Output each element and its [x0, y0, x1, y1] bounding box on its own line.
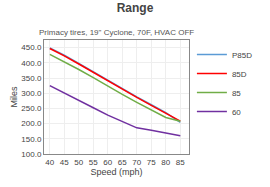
- svg-text:Speed (mph): Speed (mph): [90, 167, 142, 177]
- svg-text:85D: 85D: [232, 70, 247, 79]
- svg-text:85: 85: [232, 89, 241, 98]
- svg-text:450.0: 450.0: [21, 43, 42, 52]
- svg-text:40: 40: [45, 158, 54, 167]
- svg-text:P85D: P85D: [232, 51, 252, 60]
- svg-text:350.0: 350.0: [21, 74, 42, 83]
- svg-text:400.0: 400.0: [21, 59, 42, 68]
- svg-text:65: 65: [118, 158, 127, 167]
- svg-text:45: 45: [60, 158, 69, 167]
- svg-text:250.0: 250.0: [21, 104, 42, 113]
- svg-text:Primacy tires, 19" Cyclone, 70: Primacy tires, 19" Cyclone, 70F, HVAC OF…: [39, 28, 194, 37]
- svg-text:55: 55: [89, 158, 98, 167]
- svg-text:60: 60: [103, 158, 112, 167]
- svg-text:85: 85: [176, 158, 185, 167]
- svg-text:100.0: 100.0: [21, 150, 42, 159]
- svg-text:300.0: 300.0: [21, 89, 42, 98]
- svg-text:75: 75: [147, 158, 156, 167]
- svg-text:80: 80: [161, 158, 170, 167]
- svg-text:70: 70: [132, 158, 141, 167]
- svg-text:150.0: 150.0: [21, 135, 42, 144]
- svg-text:Miles: Miles: [9, 86, 19, 108]
- svg-text:200.0: 200.0: [21, 119, 42, 128]
- svg-text:50: 50: [74, 158, 83, 167]
- svg-text:Range: Range: [117, 1, 154, 15]
- svg-text:60: 60: [232, 108, 241, 117]
